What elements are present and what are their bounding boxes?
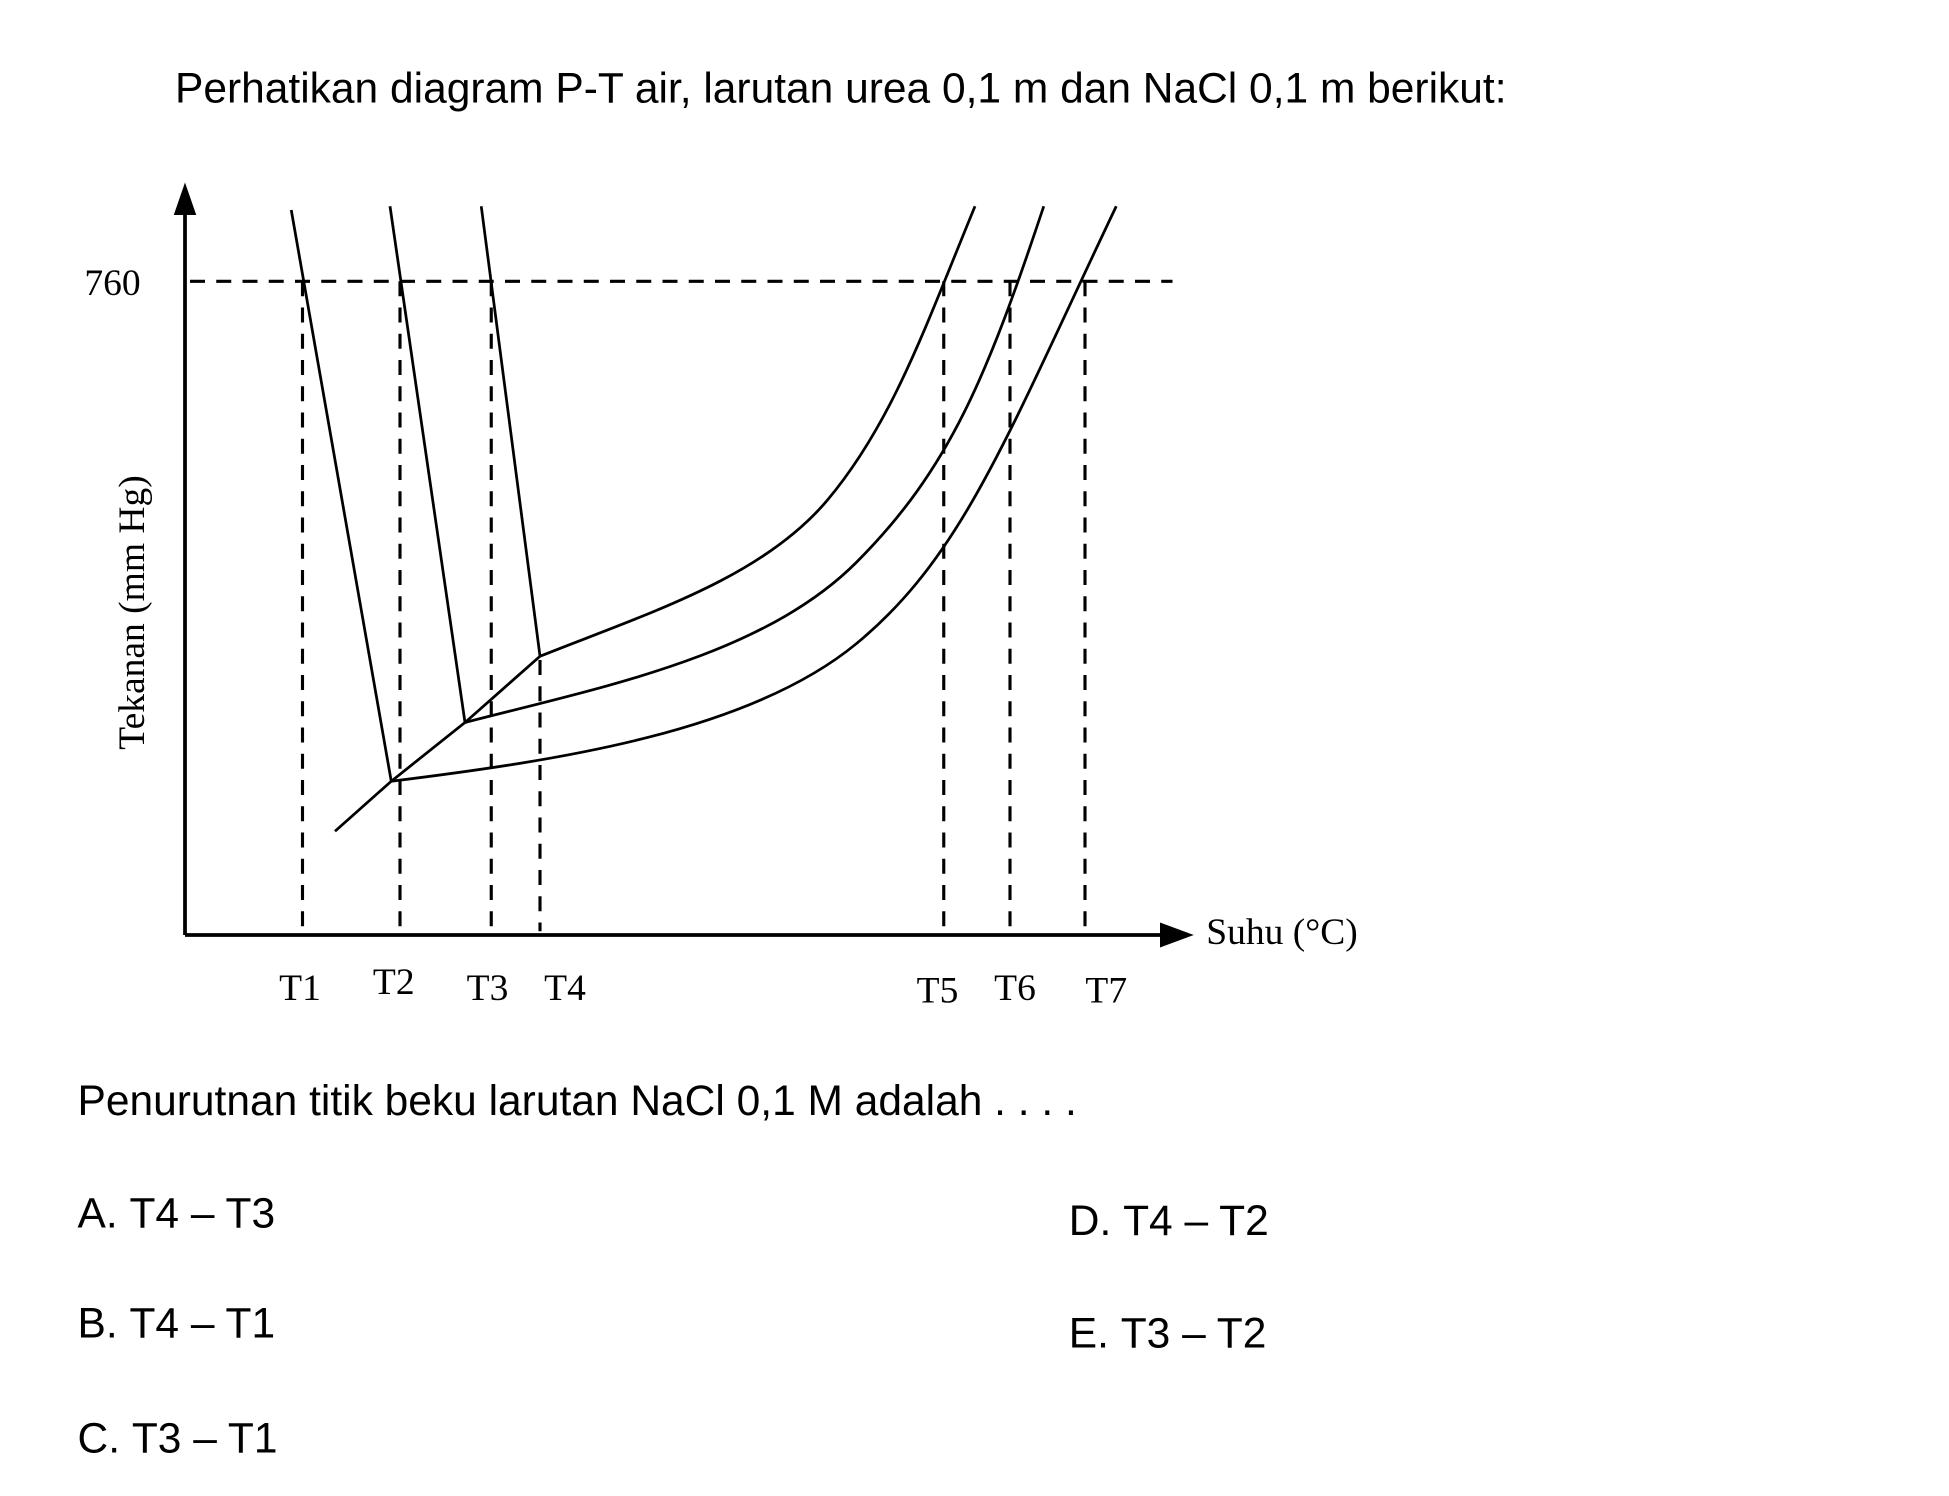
options: A. T4 – T3 B. T4 – T1 C. T3 – T1 D. T4 –… (78, 1191, 1269, 1463)
pt-diagram: 760 Tekanan (mm Hg) Suhu (°C) T1 T2 T3 T… (84, 182, 1358, 1012)
temperature-label: T2 (373, 962, 415, 1003)
urea-vapor-curve (464, 205, 1046, 724)
temperature-label: T3 (467, 968, 509, 1009)
option-text: T4 – T3 (129, 1191, 275, 1238)
option[interactable]: B. T4 – T1 (78, 1301, 276, 1348)
question-prompt: Penurutnan titik beku larutan NaCl 0,1 M… (78, 1078, 1077, 1125)
y-axis-arrow (173, 182, 197, 215)
water-freezing-line (479, 206, 542, 657)
urea-freezing-line (388, 206, 467, 723)
option-text: T3 – T1 (132, 1416, 278, 1463)
option-letter: A. (78, 1191, 118, 1238)
option-letter: C. (78, 1416, 121, 1463)
y-axis-label: Tekanan (mm Hg) (112, 475, 153, 749)
temperature-label: T6 (994, 968, 1036, 1009)
nacl-vapor-curve (391, 205, 1118, 783)
option-letter: B. (78, 1301, 118, 1348)
nacl-freezing-line (289, 209, 393, 782)
option-text: T4 – T2 (1123, 1198, 1269, 1245)
option[interactable]: E. T3 – T2 (1069, 1311, 1267, 1358)
option-text: T4 – T1 (129, 1301, 275, 1348)
temperature-label: T7 (1085, 971, 1127, 1012)
option-letter: D. (1069, 1198, 1112, 1245)
question-intro: Perhatikan diagram P-T air, larutan urea… (175, 66, 1507, 113)
water-vapor-curve (539, 205, 977, 658)
option-letter: E. (1069, 1311, 1109, 1358)
option[interactable]: D. T4 – T2 (1069, 1198, 1269, 1245)
sublimation-line (334, 655, 541, 833)
temperature-label: T1 (279, 968, 321, 1009)
temperature-label: T5 (917, 971, 959, 1012)
option[interactable]: C. T3 – T1 (78, 1416, 278, 1463)
x-axis-label: Suhu (°C) (1206, 912, 1357, 953)
pressure-label: 760 (84, 263, 140, 304)
option-text: T3 – T2 (1121, 1311, 1267, 1358)
x-axis-arrow (1160, 922, 1194, 948)
option[interactable]: A. T4 – T3 (78, 1191, 276, 1238)
temperature-label: T4 (544, 968, 586, 1009)
